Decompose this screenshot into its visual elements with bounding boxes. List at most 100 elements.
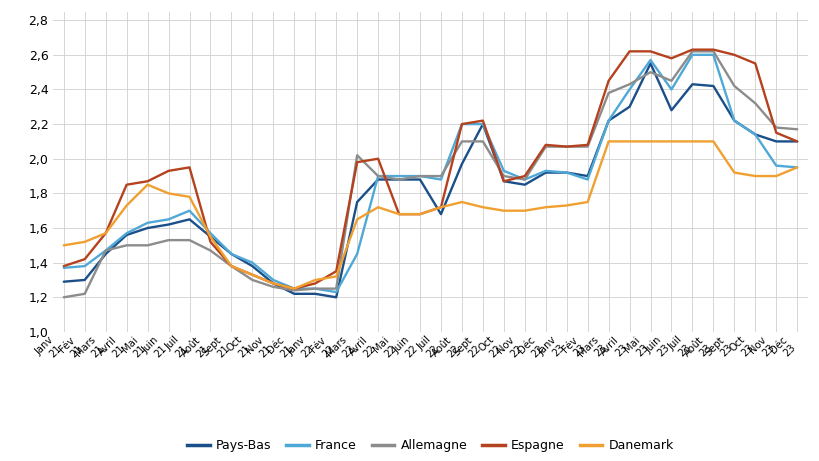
Pays-Bas [561, 170, 571, 175]
Espagne [771, 130, 781, 136]
Pays-Bas [624, 104, 634, 110]
Espagne [331, 269, 341, 274]
France [101, 248, 111, 253]
Pays-Bas [79, 277, 89, 283]
Espagne [247, 272, 257, 278]
Espagne [206, 239, 215, 245]
Allemagne [226, 263, 236, 269]
Danemark [184, 194, 194, 200]
Allemagne [456, 139, 466, 144]
Pays-Bas [708, 83, 717, 89]
Pays-Bas [101, 251, 111, 257]
Danemark [519, 208, 529, 213]
Allemagne [498, 173, 508, 179]
Danemark [561, 203, 571, 208]
Allemagne [289, 288, 299, 293]
Espagne [436, 205, 446, 210]
Espagne [729, 52, 739, 58]
France [603, 118, 613, 124]
Espagne [414, 212, 424, 217]
Allemagne [352, 153, 362, 158]
France [79, 263, 89, 269]
Pays-Bas [414, 177, 424, 182]
Danemark [624, 139, 634, 144]
Espagne [708, 47, 717, 53]
Danemark [603, 139, 613, 144]
Espagne [373, 156, 382, 161]
Espagne [645, 48, 654, 54]
France [708, 52, 717, 58]
Pays-Bas [143, 225, 152, 231]
France [771, 163, 781, 168]
Line: Espagne: Espagne [64, 50, 796, 289]
Danemark [352, 217, 362, 222]
Espagne [519, 173, 529, 179]
Danemark [582, 199, 592, 205]
Allemagne [519, 177, 529, 182]
Pays-Bas [729, 118, 739, 124]
France [121, 230, 131, 236]
Allemagne [624, 82, 634, 87]
Espagne [268, 281, 278, 286]
Danemark [206, 234, 215, 239]
Pays-Bas [436, 212, 446, 217]
Danemark [373, 205, 382, 210]
Espagne [582, 142, 592, 148]
Espagne [666, 55, 676, 61]
Allemagne [561, 144, 571, 149]
Allemagne [666, 78, 676, 83]
Allemagne [791, 126, 801, 132]
France [666, 87, 676, 92]
Pays-Bas [352, 199, 362, 205]
Allemagne [268, 284, 278, 290]
Pays-Bas [519, 182, 529, 188]
Pays-Bas [771, 139, 781, 144]
Espagne [394, 212, 404, 217]
Espagne [477, 118, 487, 124]
Pays-Bas [331, 295, 341, 300]
France [541, 168, 550, 174]
Espagne [101, 230, 111, 236]
France [206, 230, 215, 236]
Danemark [143, 182, 152, 188]
Allemagne [749, 100, 759, 106]
Espagne [749, 61, 759, 66]
Allemagne [708, 48, 717, 54]
France [226, 251, 236, 257]
Allemagne [603, 90, 613, 96]
Allemagne [206, 248, 215, 253]
Pays-Bas [289, 291, 299, 296]
Espagne [561, 144, 571, 149]
Danemark [771, 173, 781, 179]
France [331, 290, 341, 295]
Allemagne [477, 139, 487, 144]
France [645, 57, 654, 63]
Allemagne [59, 295, 69, 300]
France [143, 220, 152, 225]
Pays-Bas [310, 291, 319, 296]
Pays-Bas [541, 170, 550, 175]
Danemark [121, 203, 131, 208]
Espagne [791, 139, 801, 144]
Danemark [436, 205, 446, 210]
Allemagne [143, 242, 152, 248]
Danemark [164, 190, 174, 196]
Line: Danemark: Danemark [64, 142, 796, 289]
Espagne [456, 121, 466, 127]
Pays-Bas [603, 118, 613, 124]
Espagne [79, 256, 89, 262]
Allemagne [101, 248, 111, 253]
Danemark [394, 212, 404, 217]
France [59, 265, 69, 271]
Danemark [268, 281, 278, 286]
Pays-Bas [164, 222, 174, 227]
Allemagne [331, 286, 341, 291]
France [582, 177, 592, 182]
Pays-Bas [666, 107, 676, 113]
Pays-Bas [226, 251, 236, 257]
Danemark [59, 242, 69, 248]
Danemark [101, 230, 111, 236]
France [414, 173, 424, 179]
Legend: Pays-Bas, France, Allemagne, Espagne, Danemark: Pays-Bas, France, Allemagne, Espagne, Da… [182, 434, 678, 457]
Danemark [541, 205, 550, 210]
